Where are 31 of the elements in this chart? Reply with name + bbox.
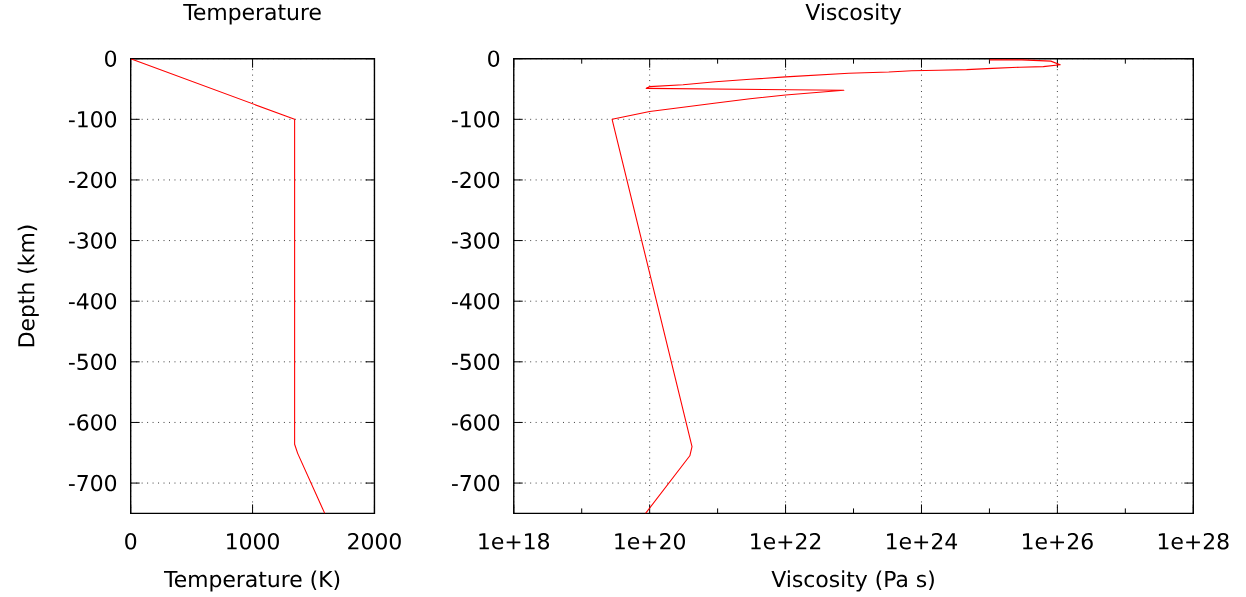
x-tick-label: 2000 (348, 532, 401, 550)
y-tick-label: -500 (68, 353, 117, 371)
y-tick-label: 0 (488, 50, 500, 67)
y-tick-label: -200 (68, 171, 117, 189)
line-series (130, 58, 326, 514)
y-tick-label: -300 (68, 232, 117, 249)
y-tick-label: -600 (452, 414, 500, 431)
chart-title: Temperature (183, 3, 321, 25)
y-tick-label: -600 (68, 414, 117, 431)
y-tick-label: -100 (452, 111, 500, 128)
y-tick-label: -700 (452, 474, 500, 492)
y-tick-label: -500 (452, 353, 500, 371)
y-tick-label: -700 (68, 474, 117, 492)
y-tick-label: -400 (68, 292, 117, 310)
x-axis-title: Temperature (K) (163, 570, 340, 592)
x-tick-label: 1000 (227, 532, 279, 550)
y-tick-label: 0 (105, 50, 117, 67)
x-tick-label: 0 (125, 532, 137, 550)
x-tick-label: 1e+20 (615, 532, 685, 550)
y-axis-title: Depth (km) (17, 225, 39, 347)
x-tick-label: 1e+18 (479, 532, 550, 550)
x-tick-label: 1e+24 (887, 532, 958, 550)
y-tick-label: -100 (68, 111, 117, 128)
y-tick-label: -400 (452, 292, 500, 310)
y-tick-label: -300 (452, 232, 500, 249)
x-tick-label: 1e+26 (1023, 532, 1093, 550)
x-tick-label: 1e+22 (751, 532, 821, 550)
chart-title: Viscosity (805, 3, 902, 25)
y-tick-label: -200 (452, 171, 500, 189)
x-axis-title: Viscosity (Pa s) (771, 570, 934, 592)
x-tick-label: 1e+28 (1158, 532, 1229, 550)
